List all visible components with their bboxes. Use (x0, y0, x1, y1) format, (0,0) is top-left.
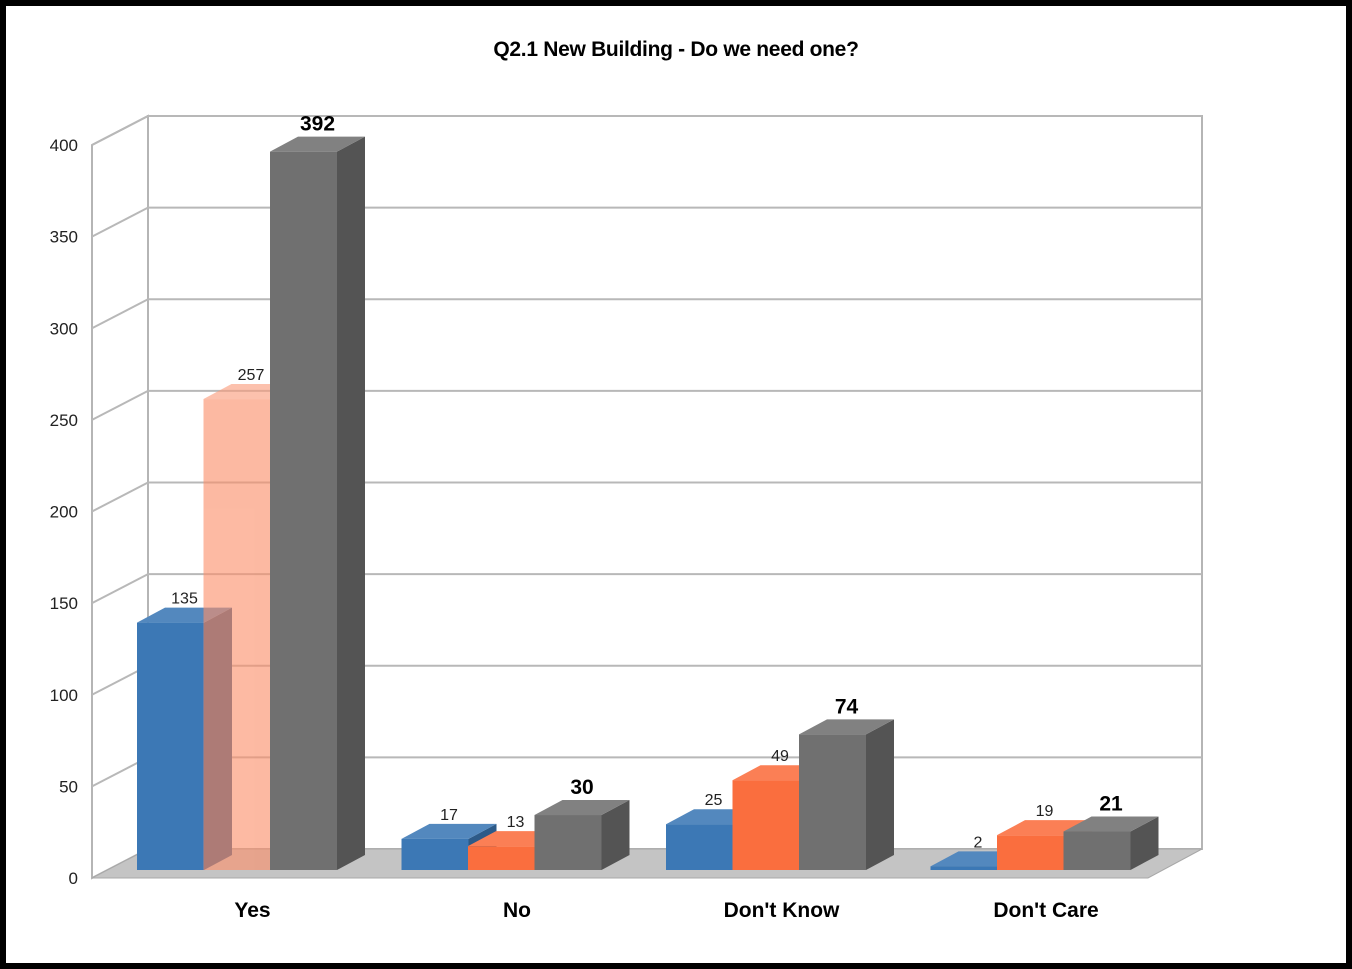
gridline-side (91, 298, 149, 330)
data-label: 30 (570, 776, 593, 799)
gridline-side (91, 389, 149, 421)
gridline-side (91, 206, 149, 238)
data-label: 25 (705, 792, 723, 809)
bar-front (534, 815, 602, 870)
bar-top (534, 800, 630, 816)
category-labels: Yes No Don't Know Don't Care (234, 899, 1098, 922)
bar (270, 136, 365, 870)
y-tick-label: 50 (59, 777, 78, 796)
data-label: 135 (171, 591, 198, 608)
y-tick-label: 200 (50, 503, 78, 522)
bar-front (799, 734, 866, 870)
bar-side (866, 719, 894, 870)
y-tick-label: 0 (69, 869, 78, 888)
bar-front (270, 151, 337, 870)
chart-floor (91, 848, 1203, 879)
data-label: 74 (835, 695, 859, 718)
bar-front (930, 866, 998, 870)
category-label: Don't Know (724, 899, 840, 922)
data-label: 257 (238, 367, 265, 384)
floor (91, 848, 1203, 879)
bar-front (401, 838, 469, 870)
bar (1063, 816, 1159, 870)
gridline-side (91, 481, 149, 513)
category-label: Yes (234, 899, 270, 922)
bar-side (601, 800, 630, 870)
gridline-side (91, 573, 149, 605)
bar-front (203, 399, 271, 870)
bar-side (337, 136, 365, 870)
bar-front (1063, 831, 1131, 870)
bar-front (666, 824, 733, 870)
data-labels: 135 257 392 17 13 30 25 49 74 2 19 21 (171, 113, 1123, 852)
data-label: 392 (300, 113, 335, 136)
bar-top (401, 823, 497, 839)
data-label: 13 (507, 814, 525, 831)
chart-title: Q2.1 New Building - Do we need one? (493, 38, 859, 61)
bar-front (468, 846, 535, 870)
gridline-side (91, 115, 149, 146)
data-label: 49 (771, 748, 789, 765)
data-label: 21 (1099, 793, 1123, 816)
data-label: 17 (440, 807, 458, 824)
bar-top (1063, 816, 1159, 832)
bar-front (137, 622, 204, 870)
y-axis-ticks: 0 50 100 150 200 250 300 350 400 (50, 136, 78, 888)
y-tick-label: 400 (50, 136, 78, 155)
y-tick-label: 250 (50, 411, 78, 430)
data-label: 19 (1036, 803, 1054, 820)
bar-front (997, 835, 1064, 870)
y-tick-label: 350 (50, 228, 78, 247)
data-label: 2 (974, 834, 983, 851)
bar-top (799, 719, 894, 735)
y-tick-label: 100 (50, 686, 78, 705)
bar (534, 800, 630, 870)
y-tick-label: 150 (50, 594, 78, 613)
bar-top (270, 136, 365, 152)
bar-side (1130, 816, 1159, 870)
y-tick-label: 300 (50, 319, 78, 338)
bars (137, 136, 1159, 870)
bar-front (732, 780, 800, 870)
category-label: Don't Care (993, 899, 1098, 922)
category-label: No (503, 899, 531, 922)
bar (799, 719, 894, 870)
